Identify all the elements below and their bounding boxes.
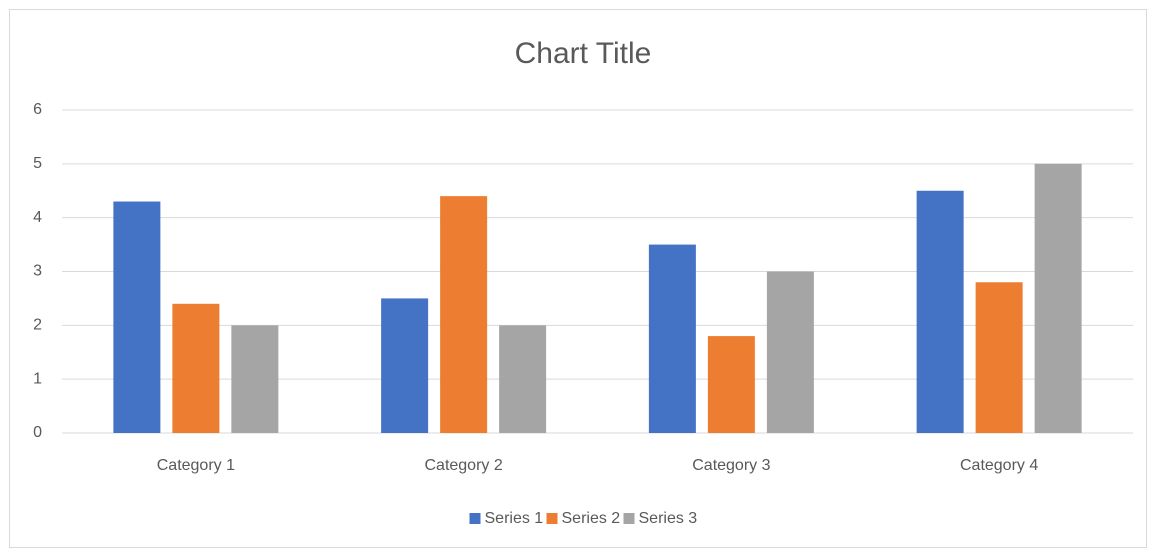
bar	[707, 336, 755, 433]
bar	[172, 303, 220, 433]
legend-label: Series 2	[562, 510, 621, 527]
bar	[766, 271, 814, 433]
bar	[113, 201, 161, 433]
x-tick-label: Category 1	[157, 457, 235, 474]
bar	[648, 244, 696, 433]
x-tick-label: Category 3	[692, 457, 770, 474]
chart-title: Chart Title	[515, 37, 652, 70]
bar	[975, 282, 1023, 433]
y-tick-label: 6	[33, 101, 42, 118]
bar	[1034, 163, 1082, 434]
y-tick-label: 5	[33, 155, 42, 172]
legend-swatch	[546, 513, 558, 524]
y-tick-label: 0	[33, 424, 42, 441]
y-tick-label: 2	[33, 317, 42, 334]
legend-label: Series 1	[485, 510, 544, 527]
bar	[231, 325, 279, 433]
legend-swatch	[623, 513, 635, 524]
bar	[381, 298, 429, 433]
y-tick-label: 4	[33, 209, 42, 226]
x-tick-label: Category 4	[960, 457, 1038, 474]
bar	[916, 190, 964, 433]
legend-label: Series 3	[639, 510, 698, 527]
y-tick-label: 1	[33, 370, 42, 387]
x-tick-label: Category 2	[424, 457, 502, 474]
bar	[499, 325, 547, 433]
y-tick-label: 3	[33, 263, 42, 280]
bar	[440, 196, 488, 433]
legend-swatch	[469, 513, 481, 524]
